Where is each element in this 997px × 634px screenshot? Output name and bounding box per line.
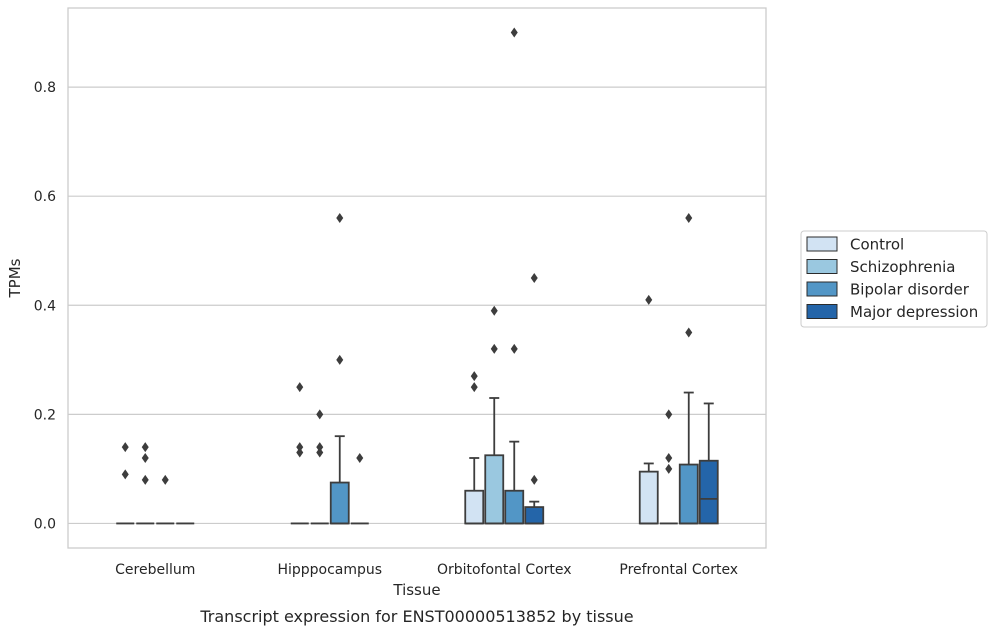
y-axis-label: TPMs (6, 258, 24, 298)
box-series (116, 27, 719, 525)
x-tick-label: Hipppocampus (277, 562, 382, 578)
box-schizophrenia (136, 442, 155, 525)
legend-label: Major depression (850, 303, 978, 321)
legend-label: Control (850, 236, 904, 254)
outlier-point (530, 273, 538, 283)
box-bipolar-disorder (504, 27, 525, 525)
box-control (116, 442, 135, 525)
box-control (290, 382, 309, 525)
outlier-point (530, 474, 538, 485)
chart-caption: Transcript expression for ENST0000051385… (199, 607, 633, 626)
outlier-point (316, 442, 324, 453)
y-tick-label: 0.6 (34, 189, 56, 205)
outlier-point (141, 453, 149, 463)
x-axis-ticks: Cerebellum Hipppocampus Orbitofontal Corte… (115, 562, 738, 578)
box-major-depression (698, 402, 719, 525)
outlier-point (141, 442, 149, 453)
outlier-point (665, 453, 673, 463)
outlier-point (356, 453, 364, 463)
box-schizophrenia (310, 409, 329, 525)
legend-swatch (806, 281, 838, 297)
outlier-point (510, 27, 518, 38)
box-control (638, 294, 659, 525)
outlier-point (161, 474, 169, 485)
x-tick-label: Orbitofontal Cortex (437, 562, 572, 578)
legend-swatch (806, 259, 838, 274)
outlier-point (685, 327, 693, 338)
outlier-point (490, 305, 498, 316)
legend-label: Bipolar disorder (850, 281, 970, 299)
outlier-point (645, 294, 653, 305)
outlier-point (665, 463, 673, 474)
box-bipolar-disorder (329, 213, 350, 525)
outlier-point (470, 371, 478, 382)
box-body (524, 506, 545, 525)
outlier-point (336, 354, 344, 365)
y-tick-label: 0.4 (34, 298, 56, 314)
outlier-point (336, 213, 344, 223)
legend-frame (800, 230, 988, 328)
box-major-depression (524, 273, 545, 525)
x-tick-label: Cerebellum (115, 562, 195, 578)
box-major-depression (350, 453, 369, 525)
x-tick-label: Prefrontal Cortex (619, 562, 738, 578)
x-axis-label: Tissue (392, 581, 440, 599)
box-control (464, 371, 485, 525)
outlier-point (296, 382, 304, 393)
y-tick-label: 0.0 (34, 516, 56, 532)
box-schizophrenia (659, 409, 678, 525)
outlier-point (141, 474, 149, 485)
box-body (678, 463, 699, 525)
outlier-point (316, 409, 324, 420)
legend-label: Schizophrenia (850, 258, 955, 276)
box-body (638, 470, 659, 525)
box-schizophrenia (484, 305, 505, 525)
outlier-point (685, 213, 693, 223)
y-tick-label: 0.2 (34, 407, 56, 423)
y-axis-ticks: 0.0 0.2 0.4 0.6 0.8 (34, 80, 56, 532)
outlier-point (316, 447, 324, 458)
box-bipolar-disorder (156, 474, 175, 525)
outlier-point (490, 343, 498, 354)
box-body (329, 481, 350, 525)
y-tick-label: 0.8 (34, 80, 56, 96)
legend: Control Schizophrenia Bipolar disorder Majo… (800, 230, 988, 328)
box-body (504, 489, 525, 525)
box-body (698, 459, 719, 525)
box-body (484, 454, 505, 525)
gridlines (68, 86, 766, 525)
legend-swatch (806, 236, 838, 252)
outlier-point (665, 409, 673, 420)
plot-area-frame (67, 7, 767, 549)
outlier-point (510, 343, 518, 354)
outlier-point (296, 447, 304, 458)
box-body (464, 489, 485, 525)
outlier-point (121, 469, 129, 480)
outlier-point (121, 442, 129, 453)
legend-swatch (806, 304, 838, 319)
outlier-point (296, 442, 304, 453)
box-bipolar-disorder (678, 213, 699, 525)
outlier-point (470, 382, 478, 393)
